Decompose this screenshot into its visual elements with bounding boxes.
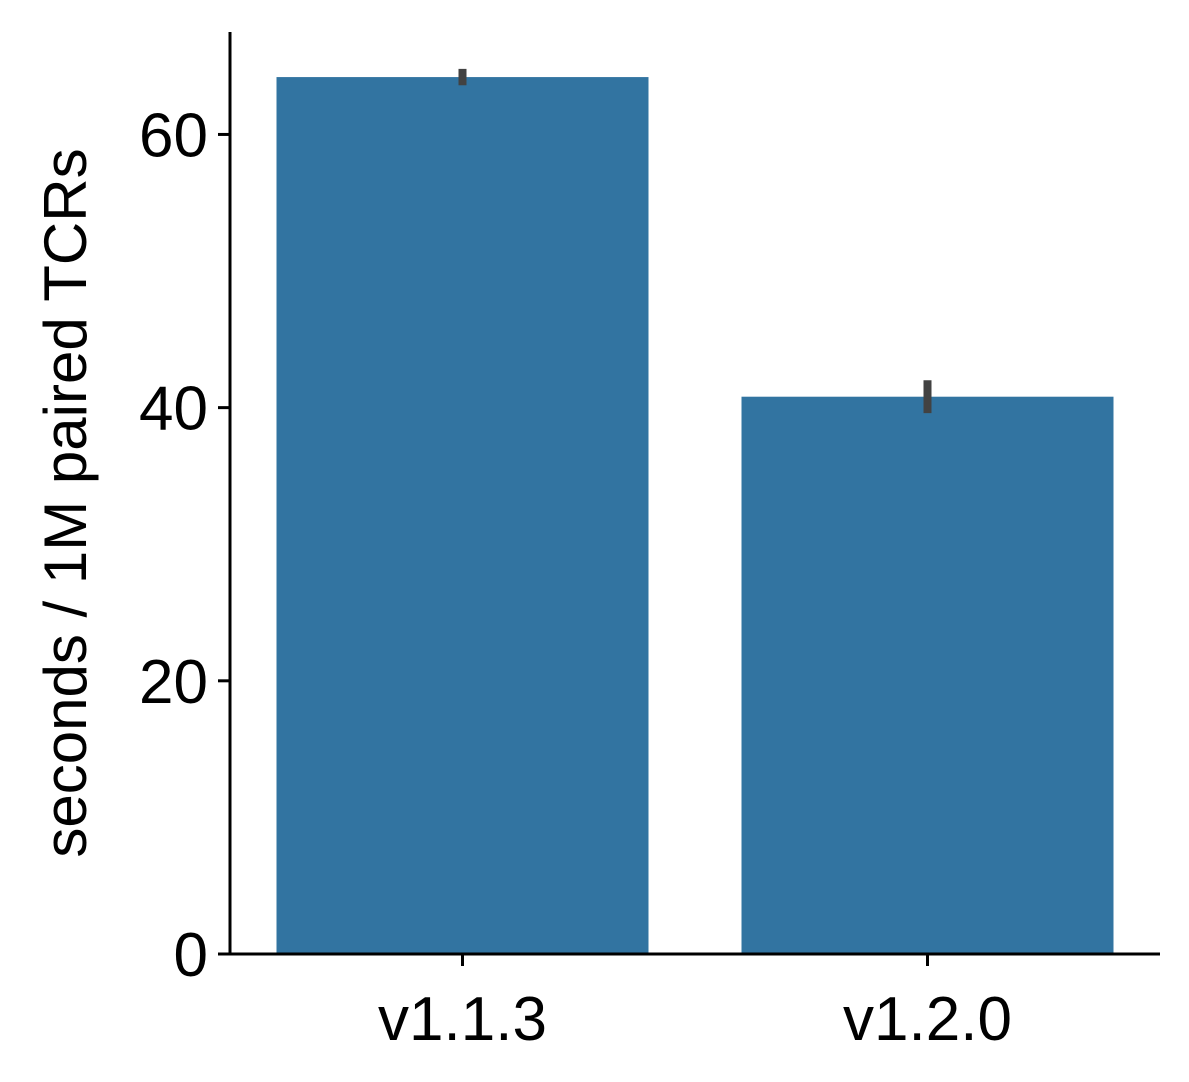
x-tick-label: v1.1.3 (378, 985, 547, 1054)
axes-layer (228, 32, 1160, 956)
bar-v1.1.3 (276, 77, 649, 954)
y-tick-label: 60 (139, 101, 208, 170)
bars-layer (276, 77, 1114, 954)
bar-v1.2.0 (741, 396, 1114, 954)
y-tick-label: 20 (139, 648, 208, 717)
y-ticks-layer: 0 20 40 60 (139, 101, 230, 990)
y-tick-label: 40 (139, 375, 208, 444)
x-tick-label: v1.2.0 (843, 985, 1012, 1054)
y-axis-label: seconds / 1M paired TCRs (32, 148, 99, 857)
error-bars-layer (458, 68, 932, 414)
x-ticks-layer: v1.1.3 v1.2.0 (378, 954, 1012, 1054)
y-tick-label: 0 (174, 921, 208, 990)
